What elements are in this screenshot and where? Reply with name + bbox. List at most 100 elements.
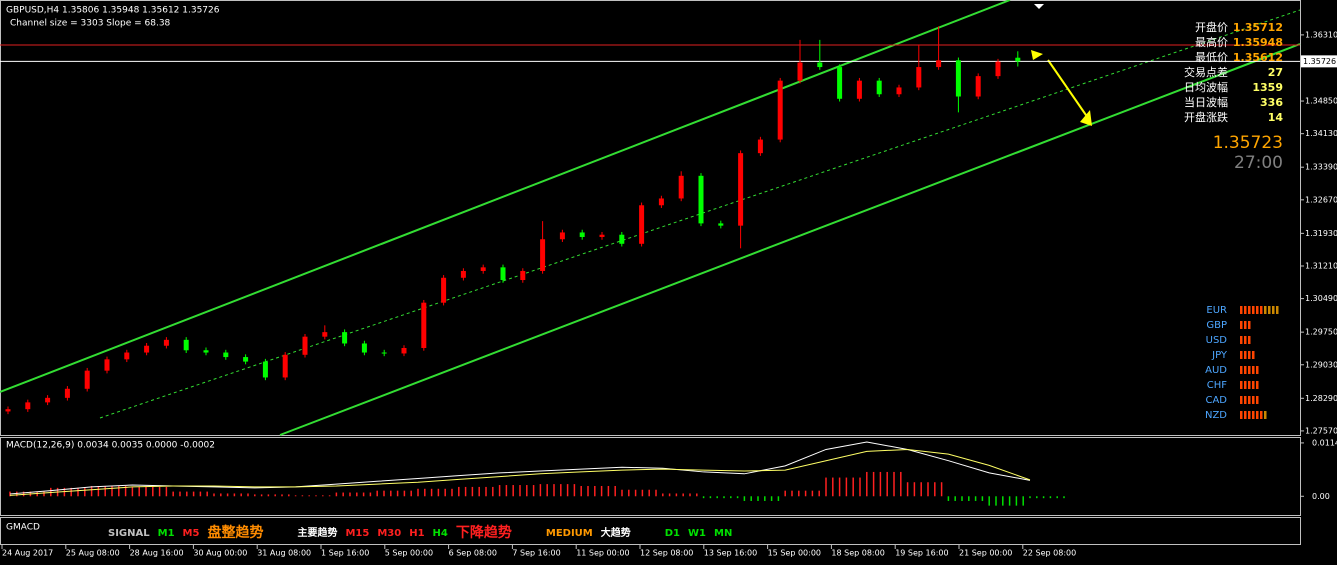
currency-name: GBP — [1206, 320, 1227, 331]
strength-bar — [1240, 336, 1243, 344]
candle-body — [203, 350, 209, 353]
candle-body — [500, 267, 506, 281]
info-value: 1.35948 — [1233, 36, 1283, 49]
info-value: 27 — [1268, 66, 1283, 79]
candle-body — [124, 352, 130, 360]
strength-bar — [1264, 411, 1267, 419]
candle-body — [302, 336, 308, 355]
gmacd-item: MEDIUM — [546, 528, 593, 539]
candle-body — [698, 175, 704, 224]
gmacd-item: M1 — [158, 528, 175, 539]
marker — [1031, 50, 1043, 60]
candle-body — [520, 270, 526, 281]
strength-bar — [1244, 336, 1247, 344]
candle-body — [658, 198, 664, 206]
candle-body — [777, 80, 783, 140]
candle-body — [460, 270, 466, 278]
main-panel — [0, 0, 1301, 436]
strength-bar — [1248, 321, 1251, 329]
currency-name: CHF — [1207, 380, 1228, 391]
live-price: 1.35723 — [1213, 133, 1283, 153]
strength-bar — [1256, 381, 1259, 389]
strength-bar — [1256, 306, 1259, 314]
candle-body — [876, 80, 882, 95]
bar-timer: 27:00 — [1234, 153, 1283, 173]
shift-marker — [1034, 4, 1044, 9]
x-tick-label: 21 Sep 00:00 — [959, 549, 1012, 558]
strength-bar — [1248, 306, 1251, 314]
info-label: 开盘涨跌 — [1184, 110, 1228, 124]
strength-bar — [1248, 351, 1251, 359]
strength-bar — [1240, 306, 1243, 314]
gmacd-title: GMACD — [6, 523, 40, 533]
info-label: 开盘价 — [1195, 20, 1228, 34]
x-tick-label: 19 Sep 16:00 — [895, 549, 948, 558]
x-tick-label: 30 Aug 00:00 — [193, 549, 247, 558]
strength-bar — [1244, 381, 1247, 389]
strength-bar — [1260, 306, 1263, 314]
candle-body — [342, 332, 348, 344]
x-tick-label: 28 Aug 16:00 — [130, 549, 184, 558]
strength-bar — [1244, 411, 1247, 419]
candle-body — [837, 67, 843, 99]
currency-name: AUD — [1205, 365, 1227, 376]
candle-body — [579, 232, 585, 237]
currency-name: USD — [1206, 335, 1228, 346]
candle-body — [282, 354, 288, 378]
candle-body — [163, 339, 169, 346]
candle-body — [144, 345, 150, 353]
channel-info: Channel size = 3303 Slope = 68.38 — [10, 19, 171, 29]
candle-body — [25, 402, 31, 410]
candle-body — [84, 370, 90, 389]
info-label: 日均波幅 — [1184, 81, 1228, 94]
candle-body — [559, 232, 565, 240]
candle-body — [916, 67, 922, 88]
y-tick-label: 1.36310 — [1305, 30, 1337, 39]
strength-bar — [1244, 351, 1247, 359]
strength-bar — [1240, 366, 1243, 374]
candle-body — [718, 223, 724, 226]
info-label: 最高价 — [1195, 35, 1228, 49]
gmacd-item: H4 — [433, 528, 448, 539]
candle-body — [45, 397, 51, 403]
x-tick-label: 13 Sep 16:00 — [704, 549, 757, 558]
currency-name: JPY — [1211, 350, 1228, 361]
candle-body — [1015, 57, 1021, 62]
strength-bar — [1248, 411, 1251, 419]
strength-bar — [1256, 411, 1259, 419]
candle-body — [738, 153, 744, 226]
symbol-line: GBPUSD,H4 1.35806 1.35948 1.35612 1.3572… — [6, 6, 220, 16]
x-tick-label: 7 Sep 16:00 — [512, 549, 560, 558]
strength-bar — [1264, 306, 1267, 314]
strength-bar — [1268, 306, 1271, 314]
x-tick-label: 12 Sep 08:00 — [640, 549, 693, 558]
currency-name: CAD — [1205, 395, 1227, 406]
channel-lower — [279, 43, 1301, 436]
strength-bar — [1256, 396, 1259, 404]
x-tick-label: 24 Aug 2017 — [2, 549, 53, 558]
strength-bar — [1252, 306, 1255, 314]
x-tick-label: 5 Sep 00:00 — [385, 549, 433, 558]
macd-panel — [0, 437, 1301, 516]
strength-bar — [1252, 411, 1255, 419]
candle-body — [896, 87, 902, 95]
channel-middle — [99, 9, 1301, 419]
strength-bar — [1240, 396, 1243, 404]
currency-name: NZD — [1205, 410, 1227, 421]
strength-bar — [1252, 366, 1255, 374]
gmacd-item: SIGNAL — [108, 528, 150, 539]
y-tick-label: 1.29750 — [1305, 328, 1337, 337]
strength-bar — [1240, 411, 1243, 419]
candle-body — [936, 60, 942, 68]
gmacd-item: M5 — [183, 528, 200, 539]
x-tick-label: 18 Sep 08:00 — [831, 549, 884, 558]
y-tick-label: 1.30490 — [1305, 294, 1337, 303]
gmacd-item: M15 — [345, 528, 369, 539]
strength-bar — [1244, 366, 1247, 374]
y-tick-label: 1.34130 — [1305, 129, 1337, 138]
candle-body — [64, 388, 70, 398]
macd-line — [9, 448, 1031, 496]
candle-body — [243, 357, 249, 362]
